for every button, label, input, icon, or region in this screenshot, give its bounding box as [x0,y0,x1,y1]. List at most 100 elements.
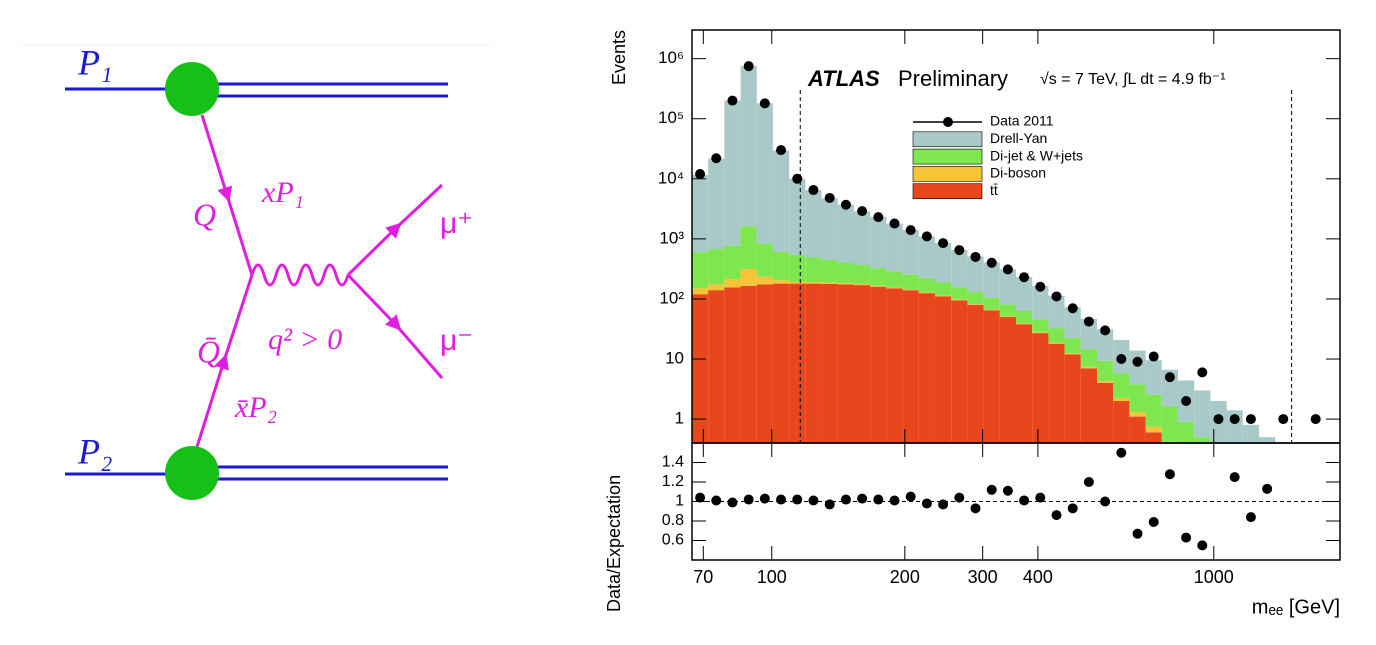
histogram-bar [870,268,887,286]
data-point [711,153,722,164]
data-point [840,494,851,505]
legend-label: Data 2011 [990,113,1054,129]
histogram-bar [1048,342,1065,344]
antiquark-line [195,274,254,448]
histogram-bar [902,274,919,290]
data-point [857,493,868,504]
data-point [1002,485,1013,496]
plot-area [692,447,1340,551]
y-tick-label: 0.8 [662,512,684,529]
histogram-bar [1194,390,1211,438]
histogram-bar [886,288,903,443]
data-point [776,145,787,156]
histogram-bar [983,297,1000,310]
legend-marker [912,148,983,165]
histogram-bar [934,282,952,296]
y-tick-label: 10⁵ [658,108,684,127]
data-point [954,245,965,256]
histogram-bar [870,285,887,287]
histogram-bar [708,249,725,285]
histogram-bar [772,280,790,284]
legend-label: tt̄ [990,182,998,198]
data-point [1035,492,1046,503]
data-point [921,231,932,242]
quark-line [200,114,254,276]
histogram-bar [902,289,919,291]
histogram-bar [1080,368,1098,443]
histogram-bar [772,251,790,281]
y-tick-label: 0.6 [662,532,684,549]
data-point [792,494,803,505]
histogram-bar [805,282,822,284]
histogram-bar [983,309,1000,311]
histogram-bar [870,216,887,269]
histogram-bar [967,304,984,305]
histogram-bar [983,262,1000,298]
data-point [695,492,706,503]
data-point [970,503,981,514]
histogram-bar [951,249,968,288]
histogram-bar [1064,337,1081,354]
label: μ⁻ [440,324,473,357]
histogram-bar [805,190,822,258]
x-tick-label: 200 [890,567,920,587]
data-point [1019,495,1030,506]
x-tick-label: 300 [968,567,998,587]
histogram-bar [854,284,871,286]
histogram-bar [1097,329,1114,361]
histogram-bar [1097,381,1114,383]
histogram-bar [870,286,887,443]
histogram-bar [708,290,725,443]
y-tick-label: 1 [675,409,684,428]
data-point [938,499,949,510]
histogram-bar [1064,354,1081,443]
data-point [808,495,819,506]
data-point [986,484,997,495]
histogram-bar [789,283,806,443]
histogram-bar [1015,324,1033,443]
proton-blob [165,62,219,116]
histogram-bar [805,283,822,443]
data-point [1116,354,1127,365]
histogram-bar [772,150,790,252]
histogram-bar [886,223,903,272]
muon-line [346,273,444,379]
histogram-bar [1145,432,1162,443]
data-point [1164,372,1175,383]
data-point [938,238,949,249]
histogram-bar [1129,350,1146,385]
y-axis-label: Events [609,30,629,85]
label: q² > 0 [268,323,342,356]
legend-label: Drell-Yan [990,130,1047,146]
histogram-bar [1015,310,1033,324]
data-point [824,499,835,510]
data-point [905,225,916,236]
data-point [759,98,770,109]
proton-blob [165,446,219,500]
histogram-bar [1129,412,1146,417]
label: xP₁ [261,176,304,209]
histogram-bar [1194,437,1211,443]
histogram-bar [1032,332,1049,334]
histogram-bar [1048,343,1065,443]
data-point [808,185,819,196]
histogram-bar [999,317,1016,443]
histogram-bar [1097,382,1114,443]
histogram-bar [1032,319,1049,333]
histogram-bar [708,284,725,291]
y-tick-label: 1 [675,493,684,510]
histogram-bar [934,296,952,443]
histogram-bar [854,285,871,443]
histogram-bar [1015,276,1033,311]
y-tick-label: 1.4 [662,454,684,471]
data-point [1051,510,1062,521]
data-point [1019,272,1030,283]
histogram-bar [837,284,855,443]
feynman-diagram: P₁ Q xP₁ q² > 0 Q̄ x̄P₂ P₂ μ⁺ μ⁻ [22,42,490,500]
data-point [1181,396,1192,407]
data-point [1245,414,1256,425]
histogram-bar [934,295,952,297]
histogram-bar [1032,285,1049,320]
x-tick-label: 1000 [1194,567,1234,587]
legend-label: Di-jet & W+jets [990,147,1083,163]
